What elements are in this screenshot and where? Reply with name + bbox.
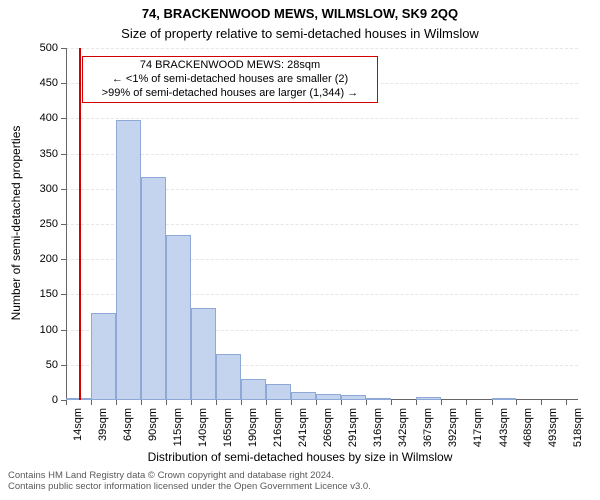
x-tick [466,400,467,405]
histogram-bar [492,398,517,400]
chart-container: { "layout": { "width": 600, "height": 50… [0,0,600,500]
y-tick-label: 300 [26,183,58,195]
x-tick-label: 165sqm [222,408,234,458]
x-tick [116,400,117,405]
x-tick-label: 392sqm [447,408,459,458]
footer-line: Contains public sector information licen… [8,481,371,492]
x-tick [66,400,67,405]
y-tick-label: 0 [26,394,58,406]
annotation-line: >99% of semi-detached houses are larger … [87,87,373,101]
y-axis-title: Number of semi-detached properties [9,47,23,399]
gridline [66,118,578,119]
histogram-bar [341,395,366,400]
x-tick [216,400,217,405]
histogram-bar [366,398,392,400]
x-tick-label: 468sqm [522,408,534,458]
histogram-bar [191,308,216,400]
x-tick [492,400,493,405]
x-tick [391,400,392,405]
histogram-bar [116,120,142,400]
x-tick-label: 316sqm [372,408,384,458]
histogram-bar [216,354,241,400]
annotation-line: 74 BRACKENWOOD MEWS: 28sqm [87,59,373,73]
histogram-bar [416,397,441,400]
x-tick [566,400,567,405]
histogram-bar [166,235,191,400]
x-tick [91,400,92,405]
histogram-bar [241,379,267,400]
y-tick-label: 200 [26,253,58,265]
chart-subtitle: Size of property relative to semi-detach… [0,26,600,41]
x-tick [166,400,167,405]
x-tick-label: 443sqm [498,408,510,458]
x-tick-label: 115sqm [172,408,184,458]
x-tick-label: 39sqm [97,408,109,458]
annotation-box: 74 BRACKENWOOD MEWS: 28sqm← <1% of semi-… [82,56,378,103]
y-tick-label: 250 [26,218,58,230]
x-tick-label: 367sqm [422,408,434,458]
histogram-bar [291,392,316,400]
x-tick-label: 64sqm [122,408,134,458]
y-axis-line [66,48,67,400]
x-tick-label: 493sqm [547,408,559,458]
x-tick-label: 90sqm [147,408,159,458]
x-tick-label: 216sqm [272,408,284,458]
y-tick-label: 100 [26,324,58,336]
histogram-bar [316,394,341,400]
x-tick-label: 14sqm [72,408,84,458]
x-tick [241,400,242,405]
x-tick-label: 266sqm [322,408,334,458]
x-tick [341,400,342,405]
gridline [66,48,578,49]
y-tick-label: 450 [26,77,58,89]
x-tick-label: 291sqm [347,408,359,458]
x-tick [516,400,517,405]
x-tick [266,400,267,405]
chart-title-address: 74, BRACKENWOOD MEWS, WILMSLOW, SK9 2QQ [0,6,600,21]
footer-attribution: Contains HM Land Registry data © Crown c… [8,470,371,492]
x-tick [366,400,367,405]
x-tick [541,400,542,405]
x-tick-label: 241sqm [297,408,309,458]
footer-line: Contains HM Land Registry data © Crown c… [8,470,371,481]
histogram-bar [266,384,291,400]
x-tick [141,400,142,405]
y-tick-label: 350 [26,148,58,160]
property-marker-line [79,48,81,400]
y-tick-label: 50 [26,359,58,371]
gridline [66,154,578,155]
x-tick [316,400,317,405]
histogram-bar [91,313,116,400]
y-tick-label: 500 [26,42,58,54]
y-tick-label: 400 [26,112,58,124]
annotation-line: ← <1% of semi-detached houses are smalle… [87,73,373,87]
y-tick-label: 150 [26,288,58,300]
x-tick-label: 190sqm [247,408,259,458]
x-tick [291,400,292,405]
x-tick-label: 140sqm [197,408,209,458]
x-tick-label: 342sqm [397,408,409,458]
x-tick [416,400,417,405]
x-tick [191,400,192,405]
histogram-bar [141,177,166,400]
x-tick [441,400,442,405]
x-tick-label: 518sqm [572,408,584,458]
x-tick-label: 417sqm [472,408,484,458]
